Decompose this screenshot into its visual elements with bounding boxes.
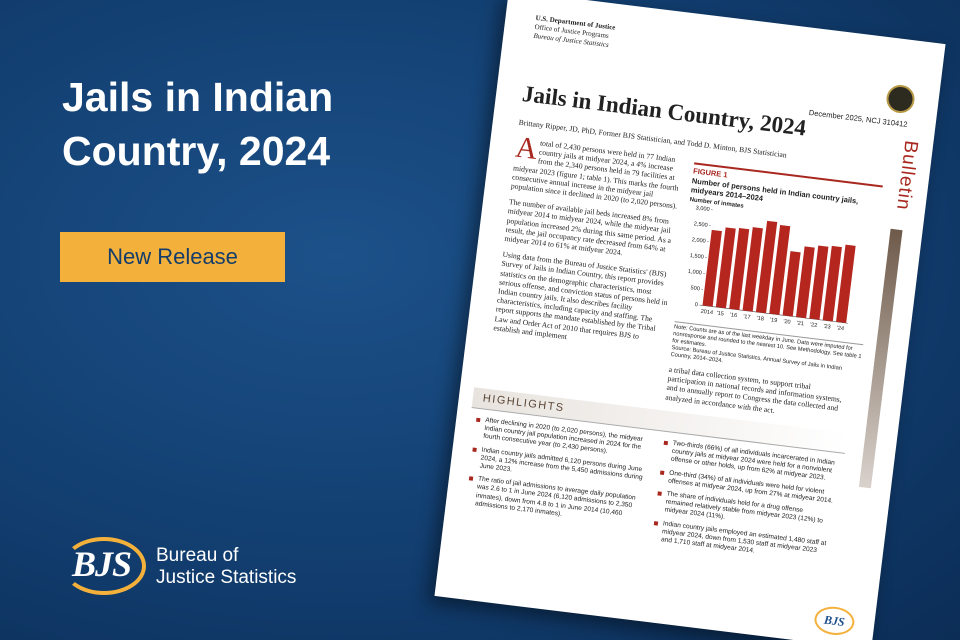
- bar: [755, 220, 778, 314]
- bar: [782, 251, 801, 317]
- bar: [795, 246, 815, 319]
- highlights: HIGHLIGHTS After declining in 2020 (to 2…: [449, 387, 848, 640]
- y-tick-label: 3,000: [695, 205, 710, 213]
- logo-name: Bureau of: [156, 545, 239, 566]
- left-column: A total of 2,430 persons were held in 77…: [493, 131, 686, 353]
- bar: [715, 227, 736, 309]
- bar: [702, 229, 722, 307]
- x-tick-label: '15: [716, 311, 724, 318]
- x-tick-label: '19: [770, 317, 778, 324]
- logo-name: Justice Statistics: [156, 567, 297, 588]
- x-tick-label: '21: [796, 321, 804, 328]
- figure: FIGURE 1 Number of persons held in India…: [670, 162, 883, 382]
- x-tick-label: 2014: [700, 309, 713, 316]
- bar: [809, 245, 829, 320]
- bar-chart: 0 500 1,000 1,500 2,000 2,500 3,000 2014'15 '16 '…: [687, 205, 856, 332]
- paragraph: Using data from the Bureau of Justice St…: [493, 249, 669, 341]
- x-tick-label: '23: [823, 324, 831, 331]
- bar: [729, 228, 750, 310]
- highlights-left: After declining in 2020 (to 2,020 person…: [465, 416, 651, 534]
- x-tick-label: '24: [836, 325, 844, 332]
- x-tick-label: '20: [783, 319, 791, 326]
- bjs-logo: BJS Bureau of Justice Statistics: [62, 537, 302, 597]
- y-tick-label: 1,500: [689, 253, 704, 261]
- banner-title: Jails in Indian Country, 2024: [62, 74, 334, 174]
- y-tick-label: 2,000: [691, 237, 706, 245]
- bar: [836, 244, 856, 324]
- y-tick-label: 500: [690, 285, 700, 292]
- report-title: Jails in Indian Country, 2024: [520, 80, 808, 141]
- report-page: U.S. Department of Justice Office of Jus…: [434, 0, 946, 640]
- x-tick-label: '22: [810, 322, 818, 329]
- bar: [742, 227, 763, 312]
- logo-mark: BJS: [72, 544, 132, 584]
- logo-ring: [62, 537, 146, 595]
- y-tick-label: 2,500: [693, 221, 708, 229]
- y-tick-label: 1,000: [687, 269, 702, 277]
- new-release-badge: New Release: [60, 232, 285, 282]
- series-label: Bulletin: [892, 139, 922, 212]
- x-tick-label: '17: [743, 314, 751, 321]
- bar: [769, 224, 791, 315]
- x-tick-label: '18: [756, 316, 764, 323]
- highlights-right: Two-thirds (66%) of all individuals inca…: [651, 439, 838, 570]
- y-tick-label: 0: [694, 302, 698, 308]
- doj-seal: [884, 83, 917, 115]
- bar: [822, 245, 842, 322]
- x-tick-label: '16: [729, 312, 737, 319]
